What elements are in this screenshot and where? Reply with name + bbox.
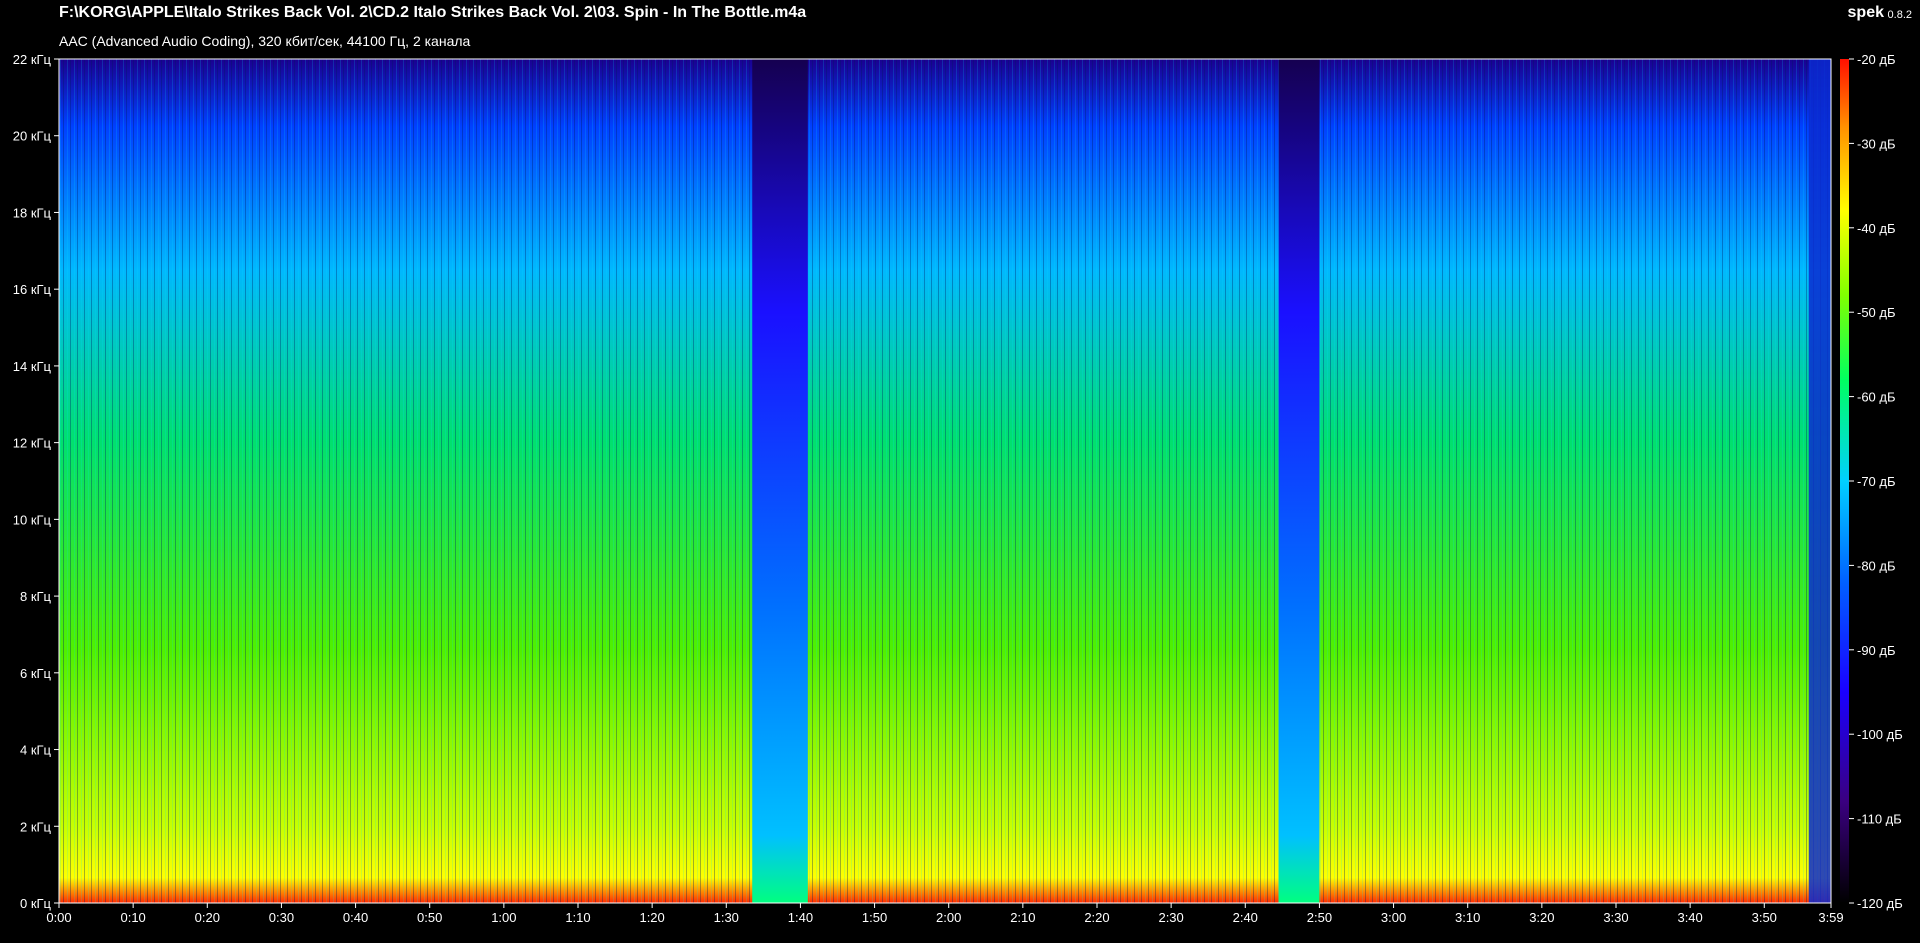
x-tick-label: 1:50 <box>862 910 887 925</box>
audio-info: AAC (Advanced Audio Coding), 320 кбит/се… <box>59 33 471 49</box>
colorbar-tick-label: -110 дБ <box>1857 812 1902 827</box>
colorbar-tick-label: -40 дБ <box>1857 221 1896 236</box>
x-tick-label: 3:10 <box>1455 910 1480 925</box>
quiet-section-1 <box>752 59 808 903</box>
x-tick-label: 2:50 <box>1307 910 1332 925</box>
y-tick-label: 8 кГц <box>20 589 52 604</box>
x-tick-label: 0:10 <box>120 910 145 925</box>
x-tick-label: 0:20 <box>195 910 220 925</box>
y-tick-label: 14 кГц <box>13 359 52 374</box>
colorbar-gradient <box>1840 59 1849 903</box>
colorbar-tick-label: -80 дБ <box>1857 558 1896 573</box>
quiet-section-2 <box>1278 59 1320 903</box>
x-axis: 0:00 0:10 0:20 0:30 0:40 0:50 1:00 1:10 1:20 1:30… <box>46 903 1844 925</box>
colorbar-tick-label: -20 дБ <box>1857 52 1896 67</box>
colorbar-tick-label: -100 дБ <box>1857 727 1903 742</box>
y-tick-label: 18 кГц <box>13 205 52 220</box>
x-tick-label: 2:10 <box>1010 910 1035 925</box>
y-tick-label: 16 кГц <box>13 282 52 297</box>
x-tick-label: 3:40 <box>1677 910 1702 925</box>
x-tick-label: 2:40 <box>1233 910 1258 925</box>
x-tick-label: 3:59 <box>1818 910 1843 925</box>
x-tick-label: 1:30 <box>714 910 739 925</box>
x-tick-label: 1:00 <box>491 910 516 925</box>
x-tick-label: 1:40 <box>788 910 813 925</box>
y-tick-label: 22 кГц <box>13 52 52 67</box>
y-axis: 0 кГц 2 кГц 4 кГц 6 кГц 8 кГц 10 кГц 12 кГц 14 … <box>13 52 59 911</box>
y-tick-label: 0 кГц <box>20 896 52 911</box>
x-tick-label: 3:30 <box>1603 910 1628 925</box>
x-tick-label: 0:40 <box>343 910 368 925</box>
x-tick-label: 0:00 <box>46 910 71 925</box>
x-tick-label: 3:50 <box>1752 910 1777 925</box>
colorbar-tick-label: -30 дБ <box>1857 136 1896 151</box>
x-tick-label: 0:30 <box>269 910 294 925</box>
colorbar-tick-label: -70 дБ <box>1857 474 1896 489</box>
y-tick-label: 10 кГц <box>13 512 52 527</box>
colorbar-tick-label: -60 дБ <box>1857 390 1896 405</box>
plot-frame <box>58 58 1832 904</box>
y-tick-label: 2 кГц <box>20 819 52 834</box>
x-tick-label: 2:20 <box>1084 910 1109 925</box>
colorbar-tick-label: -120 дБ <box>1857 896 1903 911</box>
app-version: 0.8.2 <box>1887 9 1912 21</box>
plot-area <box>58 58 1832 904</box>
colorbar-tick-label: -90 дБ <box>1857 643 1896 658</box>
file-path-title: F:\KORG\APPLE\Italo Strikes Back Vol. 2\… <box>59 4 807 21</box>
y-tick-label: 20 кГц <box>13 129 52 144</box>
y-tick-label: 4 кГц <box>20 743 52 758</box>
fade-out-section <box>1808 59 1831 903</box>
x-tick-label: 1:20 <box>639 910 664 925</box>
x-tick-label: 2:00 <box>936 910 961 925</box>
colorbar: -20 дБ -30 дБ -40 дБ -50 дБ -60 дБ -70 дБ -80 … <box>1840 52 1903 911</box>
colorbar-tick-label: -50 дБ <box>1857 305 1896 320</box>
y-tick-label: 12 кГц <box>13 436 52 451</box>
x-tick-label: 3:20 <box>1529 910 1554 925</box>
app-name: spek <box>1847 4 1884 21</box>
spectrogram-texture <box>59 59 1831 903</box>
x-tick-label: 3:00 <box>1381 910 1406 925</box>
x-tick-label: 1:10 <box>565 910 590 925</box>
x-tick-label: 0:50 <box>417 910 442 925</box>
x-tick-label: 2:30 <box>1158 910 1183 925</box>
y-tick-label: 6 кГц <box>20 666 52 681</box>
